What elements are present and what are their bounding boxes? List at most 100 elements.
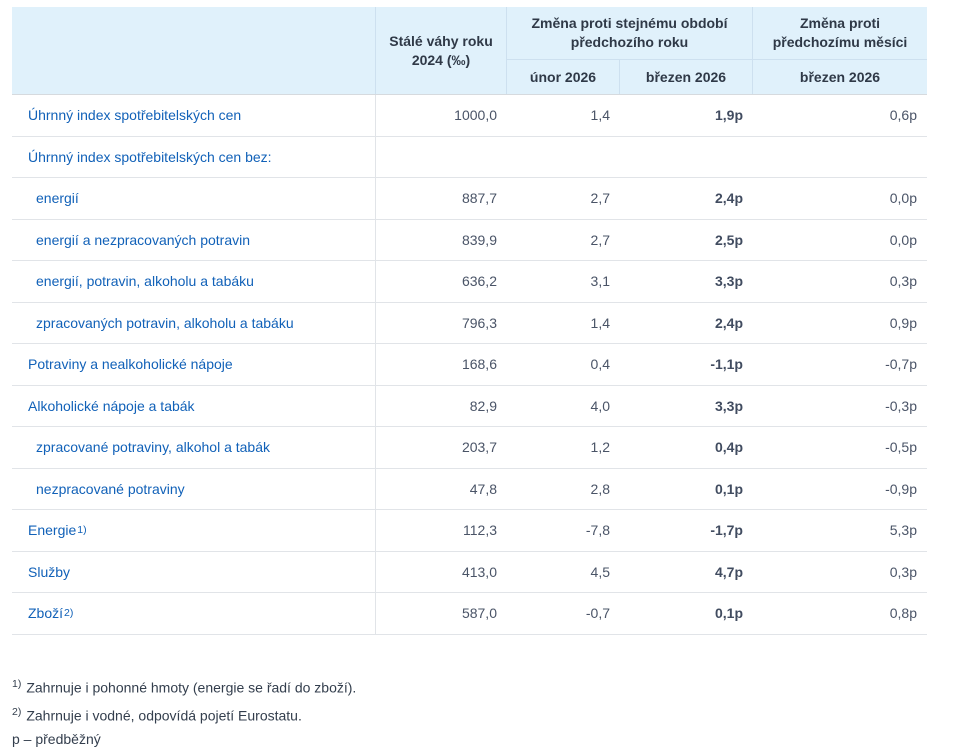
row-label-text: nezpracované potraviny xyxy=(36,480,185,497)
row-label-text: energií a nezpracovaných potravin xyxy=(36,231,251,248)
cell-mom-mar: 0,3p xyxy=(889,563,917,580)
cell-mom-mar: 0,0p xyxy=(889,231,917,248)
cell-yoy-feb: 4,0 xyxy=(590,397,610,414)
table-row: energií, potravin, alkoholu a tabáku 636… xyxy=(12,261,927,303)
cell-yoy-mar: 2,4p xyxy=(714,314,743,331)
table-row: Potraviny a nealkoholické nápoje 168,6 0… xyxy=(12,344,927,386)
row-label: Potraviny a nealkoholické nápoje xyxy=(12,344,376,385)
cell-yoy-feb: 1,4 xyxy=(590,314,610,331)
header-group-yoy: Změna proti stejnému období předchozího … xyxy=(507,7,753,60)
table-row: Služby 413,0 4,5 4,7p 0,3p xyxy=(12,551,927,593)
cell-yoy-feb: -7,8 xyxy=(585,522,610,539)
row-label-text: Alkoholické nápoje a tabák xyxy=(28,397,195,414)
row-label: Úhrnný index spotřebitelských cen bez: xyxy=(12,136,376,177)
cell-yoy-feb: 2,7 xyxy=(590,190,610,207)
table-row: Energie 1) 112,3 -7,8 -1,7p 5,3p xyxy=(12,510,927,552)
cell-yoy-feb: -0,7 xyxy=(585,605,610,622)
footnote-p: p – předběžný xyxy=(12,731,101,748)
row-label: zpracované potraviny, alkohol a tabák xyxy=(12,427,376,468)
cell-yoy-feb: 2,8 xyxy=(590,480,610,497)
cell-weight: 168,6 xyxy=(461,356,497,373)
row-label-text: Služby xyxy=(28,563,71,580)
cell-weight: 587,0 xyxy=(461,605,497,622)
cell-weight: 112,3 xyxy=(463,522,497,539)
footnote-1-text: Zahrnuje i pohonné hmoty (energie se řad… xyxy=(26,679,357,696)
cell-mom-mar: -0,9p xyxy=(885,480,917,497)
cell-weight: 82,9 xyxy=(469,397,497,414)
cell-yoy-mar: 0,1p xyxy=(714,480,743,497)
footnote-1: 1) Zahrnuje i pohonné hmoty (energie se ř… xyxy=(12,672,356,700)
cell-yoy-feb: 4,5 xyxy=(590,563,610,580)
row-label: Služby xyxy=(12,551,376,592)
table-row: energií a nezpracovaných potravin 839,9 … xyxy=(12,219,927,261)
footnote-1-marker: 1) xyxy=(12,678,22,690)
table-body: Úhrnný index spotřebitelských cen 1000,0… xyxy=(12,95,927,635)
header-sub-mar-2026-yoy: březen 2026 xyxy=(620,60,753,94)
cell-yoy-mar: 2,5p xyxy=(714,231,743,248)
cell-yoy-mar: 4,7p xyxy=(714,563,743,580)
cell-mom-mar: 0,6p xyxy=(889,107,917,124)
header-corner-cell xyxy=(12,7,376,94)
row-label: nezpracované potraviny xyxy=(12,468,376,509)
cell-weight: 796,3 xyxy=(461,314,497,331)
row-label: zpracovaných potravin, alkoholu a tabáku xyxy=(12,302,376,343)
cell-yoy-mar: -1,7p xyxy=(710,522,743,539)
table-row: Zboží 2) 587,0 -0,7 0,1p 0,8p xyxy=(12,593,927,635)
cell-yoy-feb: 1,2 xyxy=(590,439,610,456)
cell-weight: 636,2 xyxy=(461,273,497,290)
table-row: energií 887,7 2,7 2,4p 0,0p xyxy=(12,178,927,220)
cell-yoy-feb: 3,1 xyxy=(590,273,610,290)
cell-weight: 1000,0 xyxy=(454,107,497,124)
cell-weight: 47,8 xyxy=(469,480,497,497)
row-label-text: Úhrnný index spotřebitelských cen bez: xyxy=(28,148,272,165)
header-weights: Stálé váhy roku 2024 (‰) xyxy=(376,7,507,94)
cell-weight: 839,9 xyxy=(461,231,497,248)
table-row: nezpracované potraviny 47,8 2,8 0,1p -0,… xyxy=(12,468,927,510)
row-label: Zboží 2) xyxy=(12,593,376,634)
row-label-text: zpracovaných potravin, alkoholu a tabáku xyxy=(36,314,294,331)
cell-yoy-mar: -1,1p xyxy=(710,356,743,373)
table-row: zpracovaných potravin, alkoholu a tabáku… xyxy=(12,302,927,344)
cell-mom-mar: -0,5p xyxy=(885,439,917,456)
row-label: energií, potravin, alkoholu a tabáku xyxy=(12,261,376,302)
cell-weight: 413,0 xyxy=(461,563,497,580)
row-label: energií a nezpracovaných potravin xyxy=(12,219,376,260)
table-row: Úhrnný index spotřebitelských cen bez: xyxy=(12,136,927,178)
footnote-2-marker: 2) xyxy=(12,705,22,718)
header-group-mom: Změna proti předchozímu měsíci xyxy=(753,7,927,60)
table-row: Úhrnný index spotřebitelských cen 1000,0… xyxy=(12,95,927,137)
cell-yoy-mar: 0,1p xyxy=(714,605,743,622)
cpi-table: Stálé váhy roku 2024 (‰) Změna proti ste… xyxy=(12,7,927,635)
cell-weight: 203,7 xyxy=(461,439,497,456)
row-label-text: energií, potravin, alkoholu a tabáku xyxy=(36,273,254,290)
cell-yoy-mar: 3,3p xyxy=(714,397,743,414)
cell-yoy-mar: 3,3p xyxy=(714,273,743,290)
row-label-text: zpracované potraviny, alkohol a tabák xyxy=(36,439,270,456)
row-label-text: Úhrnný index spotřebitelských cen xyxy=(28,107,242,124)
cell-mom-mar: 5,3p xyxy=(889,522,917,539)
cell-weight: 887,7 xyxy=(461,190,497,207)
row-label-text: energií xyxy=(36,190,79,207)
row-label-text: Zboží xyxy=(28,605,64,622)
footnote-2: 2) Zahrnuje i vodné, odpovídá pojetí Euro… xyxy=(12,700,356,728)
cell-mom-mar: -0,3p xyxy=(885,397,917,414)
header-sub-mar-2026-mom: březen 2026 xyxy=(799,68,881,85)
row-label: energií xyxy=(12,178,376,219)
row-label-text: Potraviny a nealkoholické nápoje xyxy=(28,356,233,373)
footnotes: 1) Zahrnuje i pohonné hmoty (energie se ř… xyxy=(12,672,356,751)
cell-mom-mar: 0,3p xyxy=(889,273,917,290)
cell-mom-mar: 0,8p xyxy=(889,605,917,622)
table-header: Stálé váhy roku 2024 (‰) Změna proti ste… xyxy=(12,7,927,95)
table-row: Alkoholické nápoje a tabák 82,9 4,0 3,3p… xyxy=(12,385,927,427)
cell-mom-mar: 0,0p xyxy=(889,190,917,207)
cell-yoy-mar: 2,4p xyxy=(714,190,743,207)
cell-yoy-feb: 0,4 xyxy=(590,356,610,373)
row-label: Úhrnný index spotřebitelských cen xyxy=(12,95,376,136)
cell-yoy-mar: 1,9p xyxy=(714,107,743,124)
cell-yoy-feb: 2,7 xyxy=(590,231,610,248)
footnote-2-text: Zahrnuje i vodné, odpovídá pojetí Eurost… xyxy=(26,707,302,724)
header-sub-feb-2026: únor 2026 xyxy=(507,60,620,94)
cell-yoy-feb: 1,4 xyxy=(590,107,610,124)
table-row: zpracované potraviny, alkohol a tabák 20… xyxy=(12,427,927,469)
cell-mom-mar: -0,7p xyxy=(885,356,917,373)
